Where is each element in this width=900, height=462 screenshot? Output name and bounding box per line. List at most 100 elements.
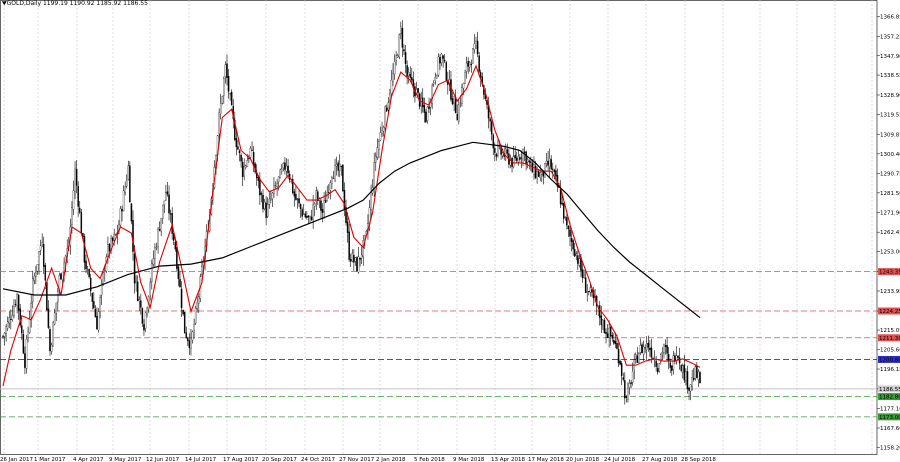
candle-body: [553, 169, 556, 173]
candle-body: [309, 215, 311, 217]
candle-body: [688, 387, 690, 391]
level-tag-pivot: [878, 355, 900, 363]
candle-body: [182, 309, 184, 315]
candle-body: [476, 40, 479, 55]
y-tick-label: 1300.40: [880, 152, 900, 158]
candle-body: [426, 106, 429, 121]
candle-body: [533, 164, 535, 175]
candle-body: [417, 88, 419, 93]
candle-body: [276, 183, 278, 187]
y-tick-label: 1158.20: [880, 445, 900, 451]
candle-body: [157, 228, 159, 247]
candle-body: [313, 202, 316, 207]
x-tick-label: 1 Mar 2017: [34, 457, 66, 462]
candle-body: [439, 57, 441, 64]
candle-body: [573, 249, 576, 257]
candle-body: [669, 362, 671, 368]
candle-body: [49, 329, 51, 352]
candle-body: [445, 62, 448, 81]
candle-body: [312, 204, 314, 220]
candle-body: [251, 149, 253, 151]
candle-body: [339, 163, 341, 172]
candle-body: [387, 102, 390, 110]
candle-body: [671, 365, 673, 371]
candle-body: [25, 339, 28, 369]
candle-body: [613, 339, 615, 344]
candle-body: [191, 331, 194, 341]
candle-body: [605, 332, 607, 335]
candle-body: [501, 152, 504, 157]
candle-body: [296, 198, 299, 200]
candle-body: [642, 346, 645, 355]
candle-body: [85, 260, 87, 270]
candle-body: [320, 200, 322, 211]
candle-body: [639, 345, 642, 353]
candle-body: [385, 107, 388, 112]
candle-body: [22, 334, 25, 354]
candle-body: [351, 252, 354, 262]
candle-body: [121, 209, 123, 212]
candle-body: [345, 207, 347, 224]
y-tick-label: 1366.85: [880, 15, 900, 21]
candle-body: [494, 148, 496, 153]
candle-body: [135, 280, 137, 283]
candle-body: [537, 171, 540, 177]
candle-body: [179, 279, 181, 288]
x-tick-label: 20 Sep 2017: [262, 457, 297, 462]
candle-body: [185, 332, 188, 338]
candle-body: [107, 244, 109, 257]
y-tick-label: 1233.95: [880, 289, 900, 295]
candle-body: [384, 106, 386, 129]
candle-body: [373, 162, 375, 189]
candle-body: [302, 213, 305, 215]
candle-body: [246, 160, 249, 167]
candle-body: [102, 272, 104, 284]
candle-body: [520, 157, 523, 159]
candle-body: [32, 278, 34, 302]
candle-body: [603, 320, 606, 334]
x-tick-label: 5 Feb 2018: [414, 457, 445, 462]
fast-ma-line: [2, 64, 701, 387]
level-label-support: 1182.80: [879, 395, 900, 401]
candle-body: [46, 282, 48, 311]
candle-body: [42, 243, 45, 267]
candle-body: [249, 148, 252, 158]
candle-body: [230, 91, 233, 106]
candle-body: [523, 151, 526, 153]
level-tag-resistance: [878, 268, 900, 276]
candle-body: [581, 269, 584, 278]
candle-body: [97, 311, 100, 331]
candle-body: [620, 363, 623, 376]
candle-body: [72, 190, 75, 210]
candle-body: [132, 220, 134, 252]
candle-body: [479, 72, 482, 78]
candle-body: [144, 312, 147, 329]
candle-body: [16, 294, 18, 306]
candle-body: [382, 127, 385, 132]
candle-body: [492, 134, 494, 149]
candle-body: [295, 194, 297, 200]
candle-body: [451, 98, 454, 105]
candle-body: [122, 190, 125, 211]
candle-body: [196, 302, 198, 310]
candle-body: [17, 294, 20, 311]
candle-body: [561, 202, 563, 205]
candle-body: [168, 194, 170, 214]
y-tick-label: 1290.75: [880, 172, 900, 178]
candle-body: [567, 226, 570, 230]
candle-body: [661, 352, 664, 354]
candle-body: [517, 155, 520, 163]
candle-body: [440, 53, 443, 63]
candle-body: [190, 337, 192, 349]
candle-body: [88, 269, 90, 278]
candle-body: [432, 82, 435, 85]
candle-body: [392, 73, 394, 82]
y-tick-label: 1196.15: [880, 367, 900, 373]
candle-body: [158, 229, 161, 231]
candle-body: [434, 76, 437, 81]
level-label-support: 1173.00: [879, 415, 900, 421]
candle-body: [162, 204, 164, 219]
candle-body: [396, 55, 399, 58]
